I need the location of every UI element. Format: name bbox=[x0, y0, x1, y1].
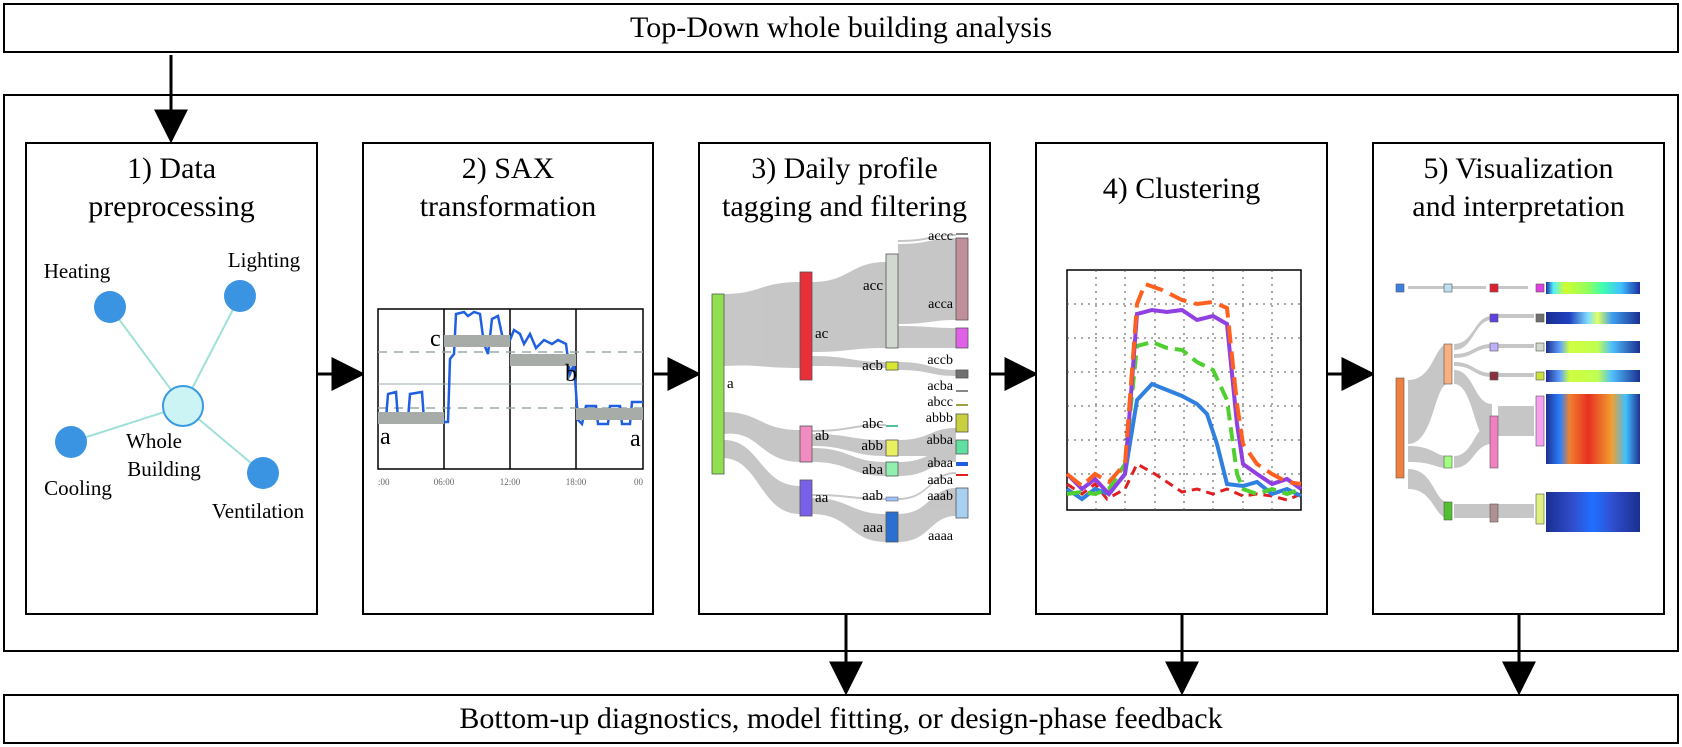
building-network-diagram: Heating Lighting Cooling Ventilation Who… bbox=[44, 248, 305, 523]
heating-node bbox=[94, 291, 126, 323]
sax-tick-3: 18:00 bbox=[566, 477, 587, 487]
node-aaba bbox=[956, 462, 968, 466]
node-aba bbox=[885, 461, 899, 477]
node-ab bbox=[799, 425, 813, 463]
cooling-node bbox=[55, 426, 87, 458]
sax-symbol-a-end: a bbox=[630, 426, 641, 452]
heatmap-row-1 bbox=[1546, 282, 1640, 294]
top-banner: Top-Down whole building analysis bbox=[3, 3, 1679, 53]
heatmap-block-2 bbox=[1546, 492, 1640, 532]
sax-symbol-c: c bbox=[430, 326, 441, 352]
node-accb bbox=[955, 327, 969, 349]
sax-tick-1: 06:00 bbox=[434, 477, 455, 487]
heating-label: Heating bbox=[44, 259, 111, 283]
label-aaab: aaab bbox=[927, 489, 953, 504]
whole-building-label-line1: Whole bbox=[126, 429, 182, 453]
bottom-banner-text: Bottom-up diagnostics, model fitting, or… bbox=[459, 702, 1223, 735]
node-abbb bbox=[956, 404, 968, 406]
label-ab: ab bbox=[815, 428, 829, 444]
cluster-profiles-plot bbox=[1065, 269, 1303, 511]
vis-node-l1-b bbox=[1443, 455, 1453, 469]
stage-daily-profile-tagging: 3) Daily profile tagging and filtering bbox=[698, 142, 991, 615]
label-aab: aab bbox=[862, 488, 883, 504]
sax-tick-0: :00 bbox=[378, 477, 390, 487]
node-abc bbox=[886, 425, 898, 427]
top-banner-text: Top-Down whole building analysis bbox=[629, 11, 1053, 44]
stage-clustering: 4) Clustering bbox=[1035, 142, 1328, 615]
ventilation-label: Ventilation bbox=[212, 499, 305, 523]
label-acca: acca bbox=[928, 297, 954, 312]
lighting-node bbox=[224, 280, 256, 312]
stage-sax-transformation: 2) SAX transformation a c b a :00 06:00 … bbox=[362, 142, 654, 615]
node-accc bbox=[956, 233, 968, 235]
label-abbb: abbb bbox=[926, 411, 953, 426]
node-aaa bbox=[885, 511, 899, 543]
sax-tick-2: 12:00 bbox=[500, 477, 521, 487]
label-abba: abba bbox=[927, 433, 954, 448]
stage-title: 3) Daily profile tagging and filtering bbox=[722, 152, 967, 223]
stage-visualization: 5) Visualization and interpretation bbox=[1372, 142, 1665, 615]
node-aaab bbox=[956, 474, 968, 476]
label-ac: ac bbox=[815, 326, 829, 342]
sax-tick-4: 00 bbox=[634, 477, 644, 487]
stage-title: 4) Clustering bbox=[1102, 172, 1261, 205]
label-acc: acc bbox=[863, 278, 883, 294]
label-aaa: aaa bbox=[863, 520, 883, 536]
whole-building-label-line2: Building bbox=[127, 457, 201, 481]
heatmap-row-4 bbox=[1546, 370, 1640, 382]
node-abb bbox=[885, 439, 899, 457]
stage-data-preprocessing: 1) Data preprocessing Heating Lighting C… bbox=[25, 142, 318, 615]
whole-building-node bbox=[162, 385, 204, 427]
stage-title: 2) SAX transformation bbox=[419, 152, 597, 223]
cooling-label: Cooling bbox=[44, 476, 112, 500]
sankey-tree: a ac ab aa acc acb abc abb aba aab aaa a… bbox=[711, 229, 969, 544]
ventilation-node bbox=[247, 457, 279, 489]
sax-symbol-a-start: a bbox=[380, 424, 391, 450]
stage-title: 1) Data preprocessing bbox=[88, 152, 255, 223]
heatmap-row-2 bbox=[1546, 312, 1640, 324]
heatmap-block-1 bbox=[1546, 394, 1640, 464]
sankey-heatmap-visual bbox=[1395, 282, 1640, 532]
node-acc bbox=[885, 253, 899, 349]
label-abaa: abaa bbox=[927, 456, 953, 471]
node-a bbox=[711, 293, 725, 475]
node-abba bbox=[955, 413, 969, 433]
label-aaba: aaba bbox=[927, 473, 953, 488]
node-ac bbox=[799, 271, 813, 381]
node-acca bbox=[955, 237, 969, 321]
label-aaaa: aaaa bbox=[928, 529, 954, 544]
stage-title: 5) Visualization and interpretation bbox=[1412, 152, 1625, 223]
vis-root-node bbox=[1395, 377, 1405, 479]
node-acb bbox=[885, 361, 899, 371]
label-aa: aa bbox=[815, 490, 829, 506]
label-acba: acba bbox=[927, 379, 953, 394]
node-aaaa bbox=[955, 487, 969, 519]
node-acba bbox=[955, 369, 969, 379]
label-accc: accc bbox=[928, 229, 953, 244]
label-a: a bbox=[727, 376, 734, 392]
label-abcc: abcc bbox=[927, 395, 953, 410]
node-abaa bbox=[955, 439, 969, 455]
sax-symbol-b: b bbox=[565, 361, 577, 387]
sax-plot: a c b a :00 06:00 12:00 18:00 00 bbox=[377, 308, 644, 487]
label-accb: accb bbox=[927, 353, 953, 368]
heatmap-row-3 bbox=[1546, 341, 1640, 353]
vis-node-l1-c bbox=[1443, 501, 1453, 521]
lighting-label: Lighting bbox=[228, 248, 301, 272]
label-abb: abb bbox=[861, 438, 883, 454]
label-abc: abc bbox=[862, 416, 883, 432]
main-frame bbox=[3, 94, 1679, 652]
bottom-banner: Bottom-up diagnostics, model fitting, or… bbox=[3, 694, 1679, 744]
node-aa bbox=[799, 479, 813, 517]
node-aab bbox=[885, 496, 899, 502]
label-acb: acb bbox=[862, 358, 883, 374]
node-abcc bbox=[956, 390, 968, 392]
vis-node-l1-a bbox=[1443, 343, 1453, 385]
label-aba: aba bbox=[862, 462, 883, 478]
